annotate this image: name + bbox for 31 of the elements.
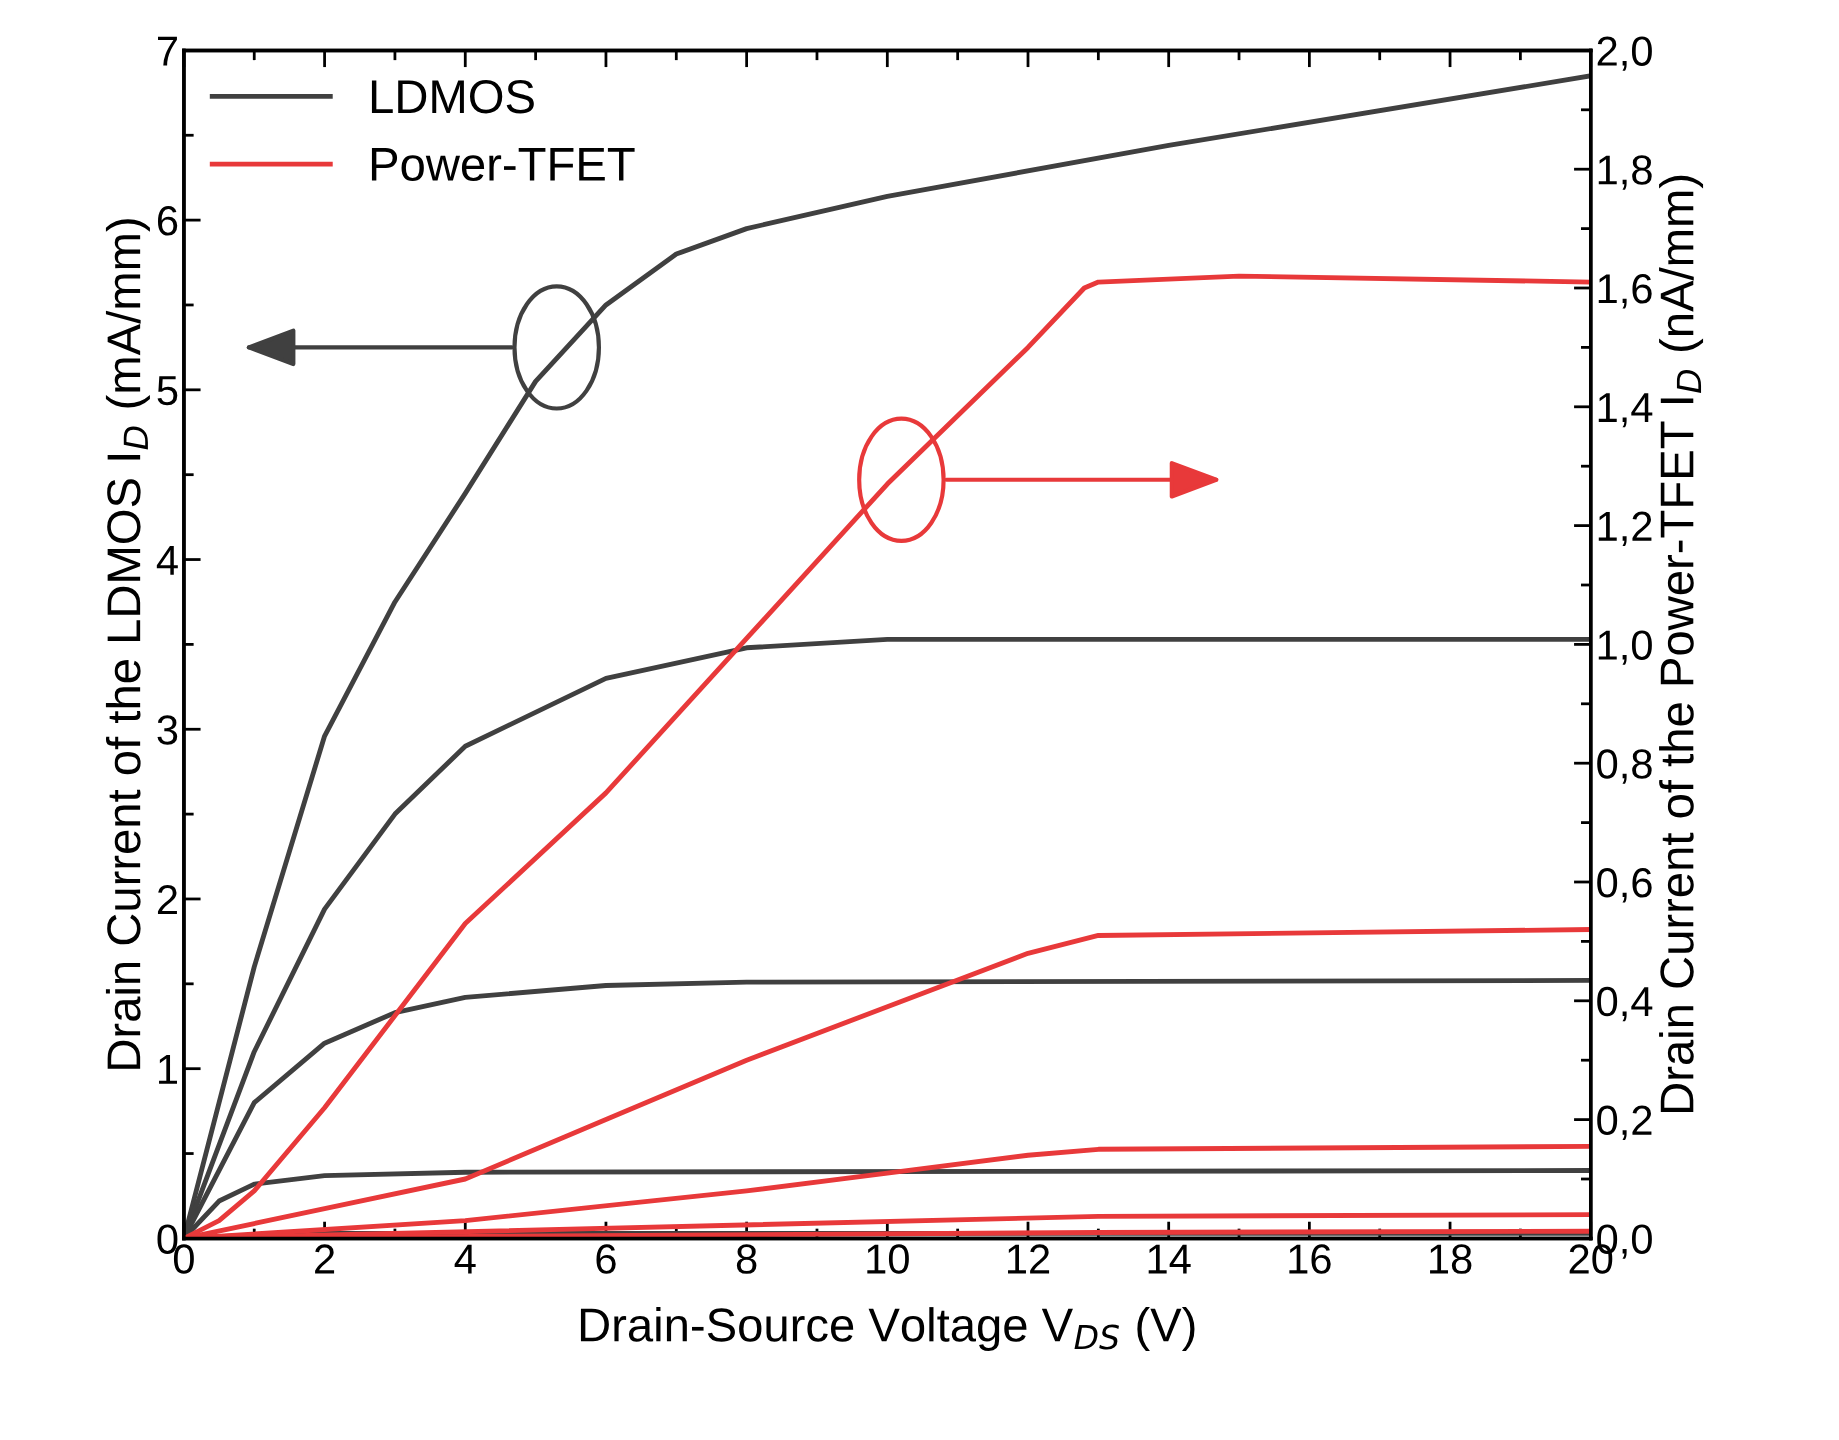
y2-tick-label: 0,8 — [1597, 749, 1652, 784]
x-tick-label: 14 — [1148, 1244, 1191, 1274]
x-tick-label: 6 — [596, 1244, 616, 1274]
y2-tick-label: 1,6 — [1598, 274, 1652, 309]
y2-tick-label: 2,0 — [1597, 36, 1652, 71]
x-tick-label: 2 — [315, 1244, 335, 1274]
y-tick-label: 5 — [157, 376, 178, 406]
x-tick-label: 8 — [736, 1244, 757, 1274]
y2-tick-label: 1,8 — [1598, 155, 1652, 190]
y-tick-label: 1 — [159, 1055, 178, 1084]
y2-tick-label: 1,4 — [1598, 393, 1653, 428]
y2-tick-label: 1,2 — [1598, 511, 1652, 547]
y-tick-label: 4 — [156, 545, 178, 575]
x-tick-label: 10 — [867, 1244, 909, 1274]
legend-label: Power-TFET — [371, 148, 635, 182]
y2-tick-label: 0,6 — [1597, 868, 1652, 903]
y-tick-label: 7 — [158, 36, 177, 66]
x-tick-label: 12 — [1008, 1244, 1050, 1274]
y2-tick-label: 0,4 — [1597, 986, 1653, 1022]
y-tick-label: 3 — [157, 715, 178, 745]
y2-axis-title: Drain Current of the Power-TFET I$_{D}$ (nA/mm) — [1659, 175, 1704, 1113]
x-tick-label: 18 — [1430, 1244, 1472, 1274]
y2-tick-label: 0,2 — [1597, 1105, 1652, 1141]
y-axis-title: Drain Current of the LDMOS I$_{D}$ (mA/mm) — [105, 219, 150, 1069]
y-tick-label: 2 — [157, 884, 177, 915]
legend-label: LDMOS — [371, 79, 534, 114]
y-tick-label: 6 — [157, 206, 178, 236]
x-axis-title: Drain-Source Voltage V$_{DS}$ (V) — [580, 1307, 1195, 1352]
x-tick-label: 4 — [454, 1244, 476, 1274]
x-tick-label: 16 — [1289, 1244, 1331, 1274]
y2-tick-label: 1,0 — [1598, 630, 1652, 665]
